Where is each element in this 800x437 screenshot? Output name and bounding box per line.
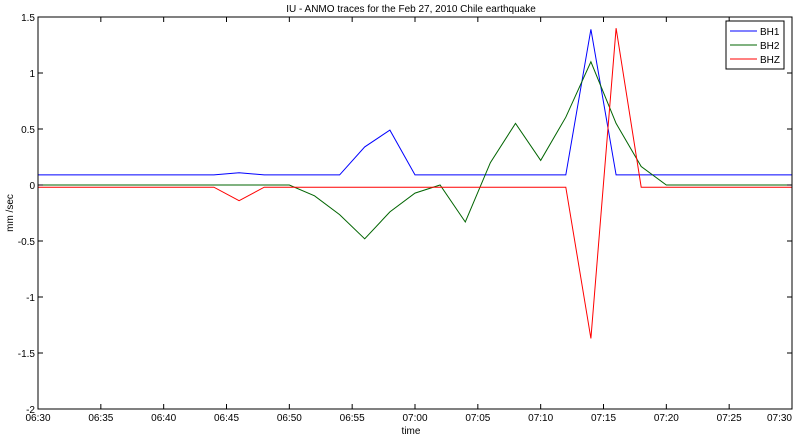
y-tick-label: 0.5 bbox=[21, 125, 35, 136]
x-tick-label: 06:40 bbox=[151, 413, 176, 424]
y-tick-label: 1.5 bbox=[21, 13, 35, 24]
legend: BH1 BH2 BHZ bbox=[725, 20, 785, 70]
x-axis-ticks: 06:30 06:35 06:40 06:45 06:50 06:55 07:00 07:05… bbox=[25, 17, 793, 424]
x-tick-label: 07:10 bbox=[528, 413, 553, 424]
x-tick-label: 07:00 bbox=[402, 413, 427, 424]
x-tick-label: 07:20 bbox=[654, 413, 679, 424]
traces-group bbox=[38, 28, 792, 339]
y-tick-label: -1 bbox=[26, 293, 35, 304]
x-tick-label: 06:55 bbox=[340, 413, 365, 424]
x-tick-label: 07:05 bbox=[465, 413, 490, 424]
y-axis-label: mm /sec bbox=[5, 194, 16, 232]
trace-bh1 bbox=[38, 29, 792, 176]
plot-area bbox=[38, 17, 792, 409]
x-tick-label: 06:45 bbox=[214, 413, 239, 424]
x-tick-label: 06:50 bbox=[277, 413, 302, 424]
chart-title: IU - ANMO traces for the Feb 27, 2010 Ch… bbox=[286, 4, 536, 15]
legend-label-bh1: BH1 bbox=[760, 27, 780, 38]
x-axis-label: time bbox=[402, 426, 421, 437]
x-tick-label: 07:30 bbox=[767, 413, 792, 424]
legend-label-bh2: BH2 bbox=[760, 41, 780, 52]
x-tick-label: 07:15 bbox=[591, 413, 616, 424]
y-tick-label: 0 bbox=[29, 181, 35, 192]
y-axis-ticks: 1.5 1 0.5 0 -0.5 -1 -1.5 -2 bbox=[18, 13, 792, 416]
trace-bh2 bbox=[38, 60, 792, 240]
trace-bhz bbox=[38, 28, 792, 339]
x-tick-label: 06:30 bbox=[25, 413, 50, 424]
y-tick-label: -2 bbox=[26, 405, 35, 416]
x-tick-label: 07:25 bbox=[717, 413, 742, 424]
legend-label-bhz: BHZ bbox=[760, 55, 780, 66]
y-tick-label: -1.5 bbox=[18, 349, 36, 360]
y-tick-label: 1 bbox=[29, 69, 35, 80]
x-tick-label: 06:35 bbox=[88, 413, 113, 424]
y-tick-label: -0.5 bbox=[18, 237, 36, 248]
